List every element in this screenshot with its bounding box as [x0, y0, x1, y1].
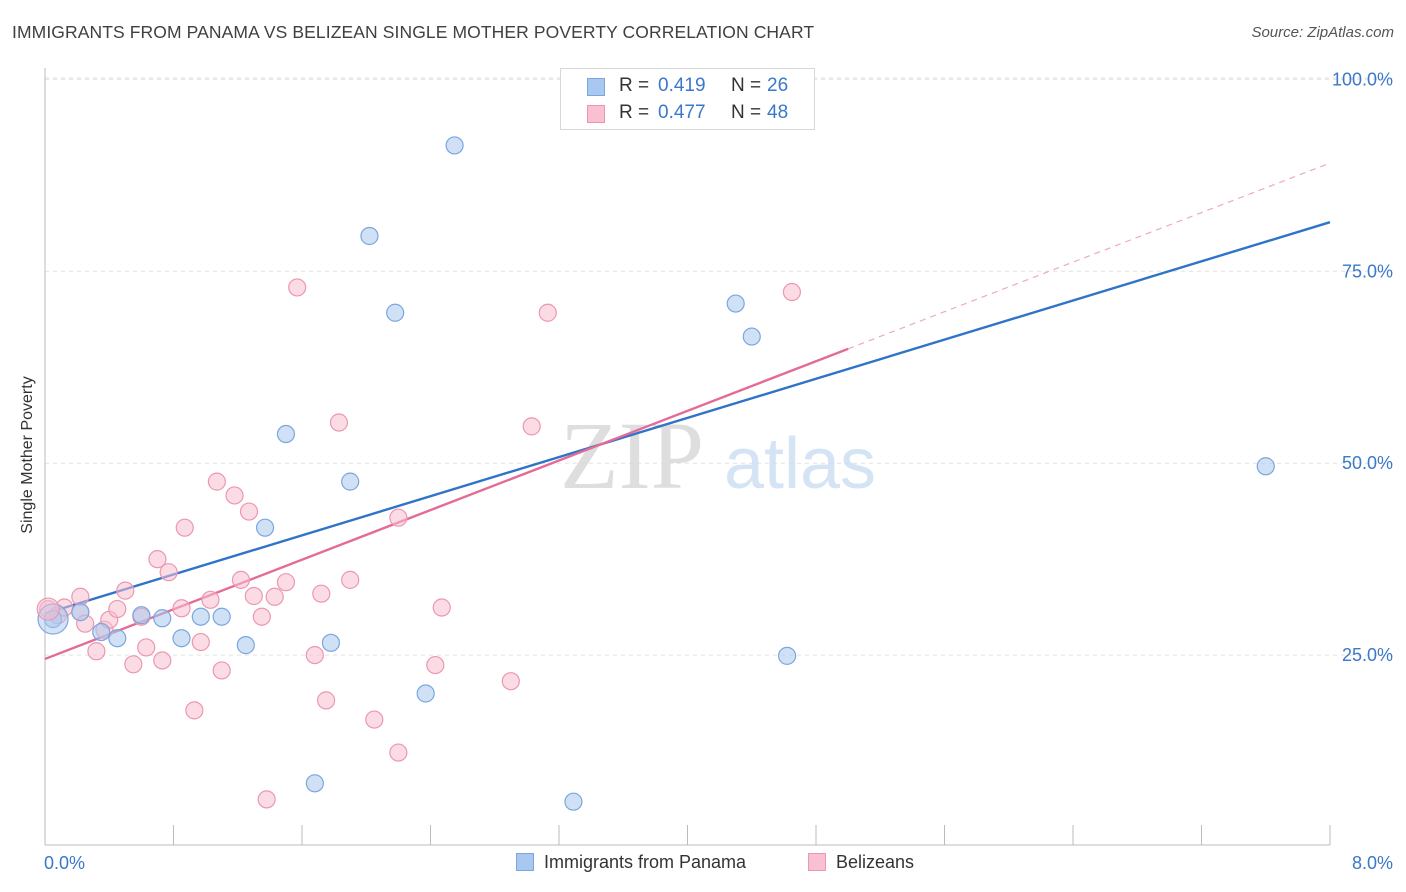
y-tick-label: 50.0%: [1342, 453, 1393, 473]
data-point-panama: [445, 136, 464, 155]
data-point-belizeans: [389, 743, 408, 762]
watermark-atlas: atlas: [724, 424, 876, 504]
data-point-panama: [132, 606, 151, 625]
data-point-panama: [92, 622, 111, 642]
data-point-belizeans: [365, 710, 384, 729]
n-label: N =: [731, 102, 762, 123]
data-point-belizeans: [239, 502, 259, 521]
data-point-panama: [305, 774, 324, 793]
data-point-belizeans: [305, 645, 324, 665]
data-point-belizeans: [257, 790, 276, 809]
data-point-belizeans: [87, 642, 106, 661]
data-point-panama: [386, 303, 405, 322]
data-point-panama: [341, 472, 360, 491]
data-point-panama: [276, 424, 296, 444]
data-point-belizeans: [159, 563, 178, 582]
watermark-zip: ZIP: [560, 402, 704, 509]
x-tick-label: 8.0%: [1352, 853, 1393, 873]
data-point-belizeans: [389, 508, 408, 527]
stats-box: R = 0.419 N = 26 R = 0.477 N = 48: [560, 68, 815, 130]
data-point-panama: [172, 629, 191, 648]
n-value: 48: [767, 102, 789, 123]
data-point-belizeans: [116, 581, 135, 600]
data-point-belizeans: [137, 638, 156, 657]
tick-labels: 25.0% 50.0% 75.0% 100.0% 0.0% 8.0%: [44, 69, 1393, 873]
r-value: 0.419: [658, 75, 706, 96]
data-point-belizeans: [172, 599, 191, 618]
belizeans-swatch: [587, 105, 605, 123]
data-point-panama: [236, 636, 255, 655]
legend-swatch-panama: [516, 853, 534, 871]
data-point-panama: [564, 792, 583, 811]
y-tick-label: 75.0%: [1342, 261, 1393, 281]
data-point-belizeans: [212, 661, 231, 680]
data-point-belizeans: [522, 417, 541, 436]
data-point-panama: [777, 646, 797, 665]
data-point-belizeans: [175, 518, 194, 537]
grid: [45, 77, 1392, 656]
data-point-panama: [321, 633, 341, 652]
data-point-belizeans: [341, 570, 360, 589]
x-tick-label: 0.0%: [44, 853, 85, 873]
trend-line-panama: [44, 221, 1331, 615]
data-point-panama: [255, 518, 275, 537]
data-point-belizeans: [191, 632, 210, 652]
legend-label-belizeans: Belizeans: [836, 852, 915, 872]
y-axis-label: Single Mother Poverty: [19, 376, 36, 534]
data-point-belizeans: [153, 651, 172, 670]
data-point-belizeans: [276, 573, 296, 592]
data-point-belizeans: [252, 607, 271, 626]
data-points: [36, 71, 1275, 811]
data-point-panama: [1256, 457, 1275, 476]
data-point-panama: [212, 607, 231, 626]
data-point-panama: [71, 603, 90, 622]
r-label: R =: [619, 75, 650, 96]
axes: [44, 68, 1331, 846]
chart-title: IMMIGRANTS FROM PANAMA VS BELIZEAN SINGL…: [12, 22, 815, 42]
data-point-belizeans: [207, 472, 226, 491]
r-label: R =: [619, 102, 650, 123]
data-point-belizeans: [538, 303, 557, 322]
trend-line-extension: [847, 162, 1331, 350]
data-point-belizeans: [71, 587, 90, 606]
data-point-belizeans: [426, 655, 445, 675]
data-point-belizeans: [124, 655, 143, 674]
r-value: 0.477: [658, 102, 706, 123]
n-label: N =: [731, 75, 762, 96]
data-point-belizeans: [316, 691, 336, 710]
data-point-belizeans: [231, 570, 251, 589]
n-value: 26: [767, 75, 789, 96]
data-point-belizeans: [201, 590, 220, 609]
data-point-belizeans: [148, 550, 167, 569]
data-point-belizeans: [312, 584, 331, 603]
y-tick-label: 25.0%: [1342, 645, 1393, 665]
data-point-panama: [726, 294, 745, 313]
legend-item-panama: Immigrants from Panama: [516, 852, 746, 876]
panama-swatch: [587, 78, 605, 96]
data-point-belizeans-cluster: [36, 597, 60, 621]
legend-label-panama: Immigrants from Panama: [544, 852, 747, 872]
y-tick-label: 100.0%: [1332, 69, 1393, 89]
source-label: Source: ZipAtlas.com: [1251, 24, 1394, 41]
data-point-belizeans: [288, 278, 307, 297]
legend-item-belizeans: Belizeans: [808, 852, 914, 876]
legend-swatch-belizeans: [808, 853, 826, 871]
data-point-belizeans: [265, 587, 284, 606]
data-point-panama: [191, 607, 210, 626]
data-point-panama: [416, 684, 435, 703]
data-point-panama: [360, 226, 379, 246]
data-point-belizeans: [225, 486, 244, 505]
data-point-belizeans: [501, 672, 520, 691]
data-point-belizeans: [244, 586, 263, 606]
data-point-belizeans: [782, 282, 802, 302]
data-point-panama: [108, 629, 127, 648]
data-point-belizeans: [432, 598, 451, 617]
data-point-panama: [742, 327, 761, 346]
data-point-panama: [153, 609, 172, 628]
data-point-belizeans: [329, 413, 349, 432]
data-point-belizeans: [185, 701, 204, 720]
data-point-belizeans: [108, 599, 127, 619]
